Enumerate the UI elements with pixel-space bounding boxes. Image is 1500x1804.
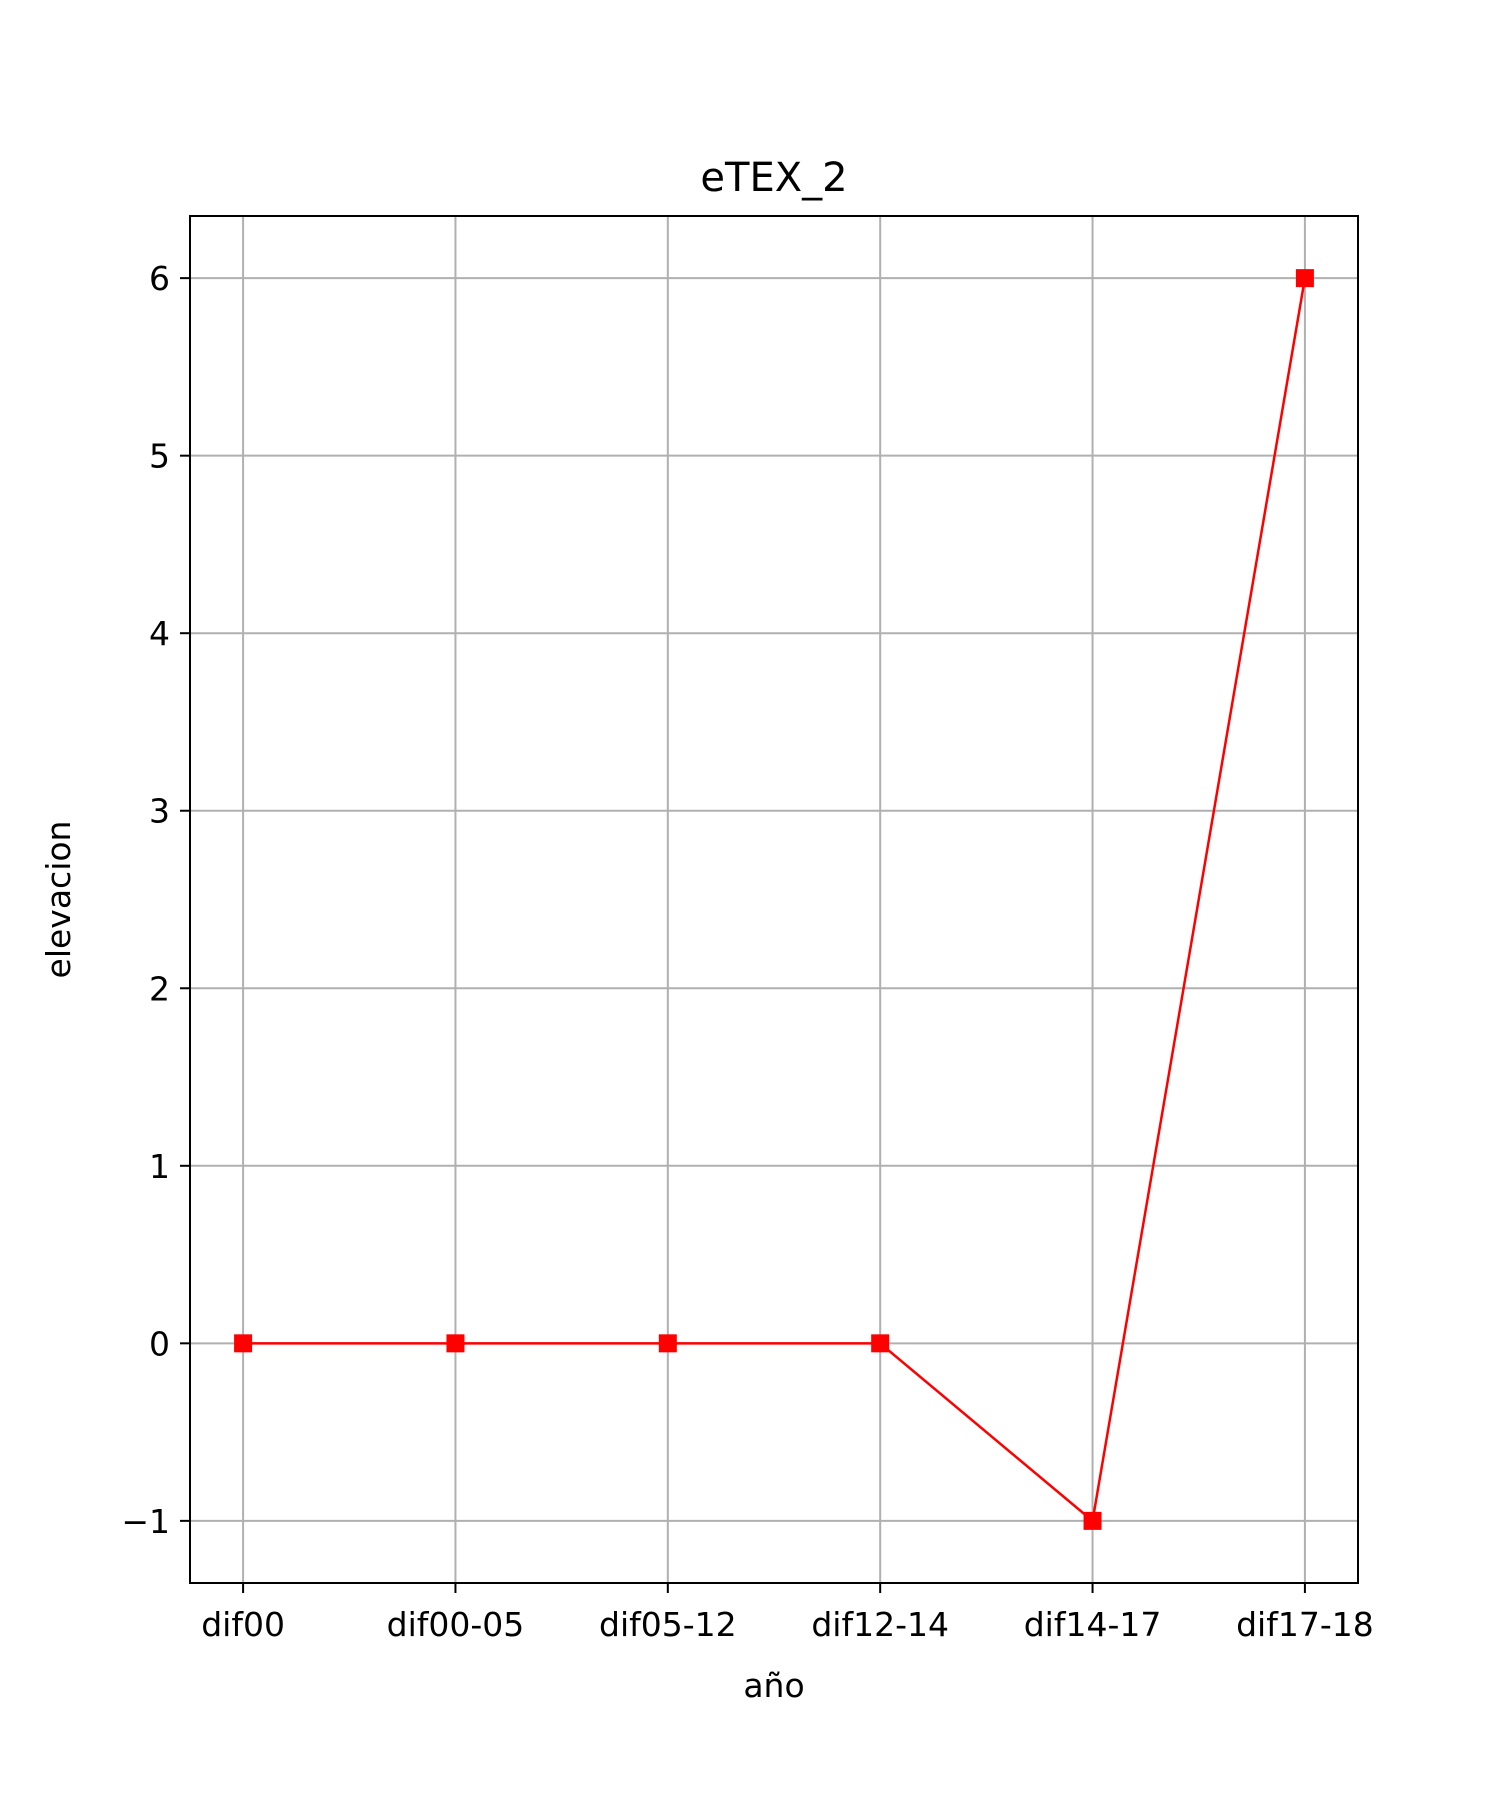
x-tick-label: dif14-17 [1024,1605,1162,1644]
data-point-marker [1295,269,1314,288]
x-tick-label: dif00 [201,1605,285,1644]
x-tick-label: dif05-12 [599,1605,737,1644]
series-layer [234,269,1314,1530]
y-tick-label: 6 [149,259,170,298]
y-axis-label: elevacion [39,821,78,979]
y-tick-label: 3 [149,792,170,831]
data-point-marker [1083,1511,1102,1530]
chart-title: eTEX_2 [700,155,847,201]
y-tick-label: −1 [121,1502,170,1541]
data-point-marker [871,1334,890,1353]
y-tick-label: 1 [149,1147,170,1186]
tick-layer: dif00 dif00-05 dif05-12 dif12-14 dif14-17 dif… [121,259,1373,1644]
y-tick-label: 5 [149,437,170,476]
data-point-marker [234,1334,253,1353]
x-tick-label: dif12-14 [811,1605,949,1644]
grid-layer [190,216,1358,1583]
y-tick-label: 0 [149,1324,170,1363]
data-point-marker [658,1334,677,1353]
series-line [243,277,1307,1524]
x-tick-label: dif00-05 [387,1605,525,1644]
y-tick-label: 2 [149,969,170,1008]
y-tick-label: 4 [149,614,170,653]
x-tick-label: dif17-18 [1236,1605,1374,1644]
x-axis-label: año [743,1666,804,1705]
data-point-marker [446,1334,465,1353]
plot-frame [189,215,1359,1584]
